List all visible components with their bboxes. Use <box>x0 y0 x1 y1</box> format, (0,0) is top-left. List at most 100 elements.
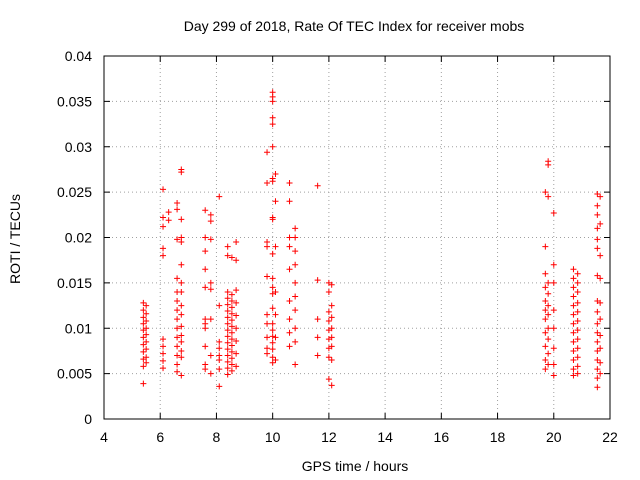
data-point-marker <box>174 343 181 350</box>
data-point-marker <box>594 338 601 345</box>
x-tick-label: 16 <box>434 429 450 445</box>
data-point-marker <box>233 257 240 264</box>
data-point-marker <box>160 252 167 259</box>
data-point-marker <box>550 325 557 332</box>
data-point-marker <box>140 314 147 321</box>
data-point-marker <box>178 288 185 295</box>
data-point-marker <box>224 365 231 372</box>
data-point-marker <box>286 198 293 205</box>
data-point-marker <box>594 211 601 218</box>
data-point-marker <box>542 366 549 373</box>
axis-ticks: 4 6 8 10 12 14 16 18 20 22 0 0.005 0.01 0.015 0.02 0.02… <box>57 48 618 445</box>
data-point-marker <box>228 348 235 355</box>
data-point-marker <box>286 180 293 187</box>
data-point-marker <box>325 354 332 361</box>
data-point-marker <box>224 243 231 250</box>
data-point-marker <box>228 323 235 330</box>
data-point-marker <box>574 288 581 295</box>
data-point-marker <box>594 236 601 243</box>
chart-title: Day 299 of 2018, Rate Of TEC Index for r… <box>184 18 525 34</box>
x-tick-label: 20 <box>546 429 562 445</box>
data-point-marker <box>314 352 321 359</box>
data-point-marker <box>269 178 276 185</box>
data-point-marker <box>174 334 181 341</box>
data-point-marker <box>140 320 147 327</box>
data-point-marker <box>178 239 185 246</box>
data-point-marker <box>140 334 147 341</box>
data-point-marker <box>143 331 150 338</box>
data-point-marker <box>233 363 240 370</box>
data-point-marker <box>165 217 172 224</box>
data-point-marker <box>545 336 552 343</box>
data-point-marker <box>228 329 235 336</box>
data-point-marker <box>292 248 299 255</box>
data-point-marker <box>292 293 299 300</box>
data-point-marker <box>269 121 276 128</box>
data-point-marker <box>143 338 150 345</box>
data-point-marker <box>597 193 604 200</box>
data-point-marker <box>202 266 209 273</box>
x-tick-label: 22 <box>602 429 618 445</box>
data-point-marker <box>292 325 299 332</box>
data-point-marker <box>224 352 231 359</box>
data-point-marker <box>202 248 209 255</box>
data-point-marker <box>224 301 231 308</box>
data-point-marker <box>216 357 223 364</box>
data-point-marker <box>594 272 601 279</box>
data-point-marker <box>207 236 214 243</box>
y-tick-label: 0.035 <box>57 93 92 109</box>
data-point-marker <box>269 114 276 121</box>
data-point-marker <box>207 218 214 225</box>
data-point-marker <box>140 363 147 370</box>
data-point-marker <box>269 320 276 327</box>
data-point-marker <box>542 243 549 250</box>
y-tick-label: 0 <box>84 411 92 427</box>
data-point-marker <box>272 243 279 250</box>
data-point-marker <box>570 338 577 345</box>
data-point-marker <box>314 277 321 284</box>
data-point-marker <box>174 361 181 368</box>
data-point-marker <box>264 273 271 280</box>
data-point-marker <box>269 339 276 346</box>
data-point-marker <box>542 316 549 323</box>
data-point-marker <box>314 316 321 323</box>
data-point-marker <box>174 275 181 282</box>
data-points <box>140 89 604 391</box>
data-point-marker <box>570 320 577 327</box>
data-point-marker <box>570 366 577 373</box>
data-point-marker <box>597 252 604 259</box>
data-point-marker <box>272 170 279 177</box>
data-point-marker <box>228 361 235 368</box>
data-point-marker <box>545 361 552 368</box>
data-point-marker <box>140 299 147 306</box>
data-point-marker <box>224 346 231 353</box>
data-point-marker <box>143 359 150 366</box>
data-point-marker <box>202 343 209 350</box>
data-point-marker <box>202 366 209 373</box>
data-point-marker <box>314 334 321 341</box>
data-point-marker <box>228 310 235 317</box>
plot-frame <box>103 55 611 420</box>
data-point-marker <box>328 382 335 389</box>
data-point-marker <box>570 372 577 379</box>
y-axis-label: ROTI / TECUs <box>7 194 23 284</box>
data-point-marker <box>228 254 235 261</box>
data-point-marker <box>174 298 181 305</box>
data-point-marker <box>542 189 549 196</box>
y-tick-label: 0.005 <box>57 366 92 382</box>
data-point-marker <box>228 298 235 305</box>
data-point-marker <box>597 299 604 306</box>
data-point-marker <box>550 307 557 314</box>
data-point-marker <box>542 329 549 336</box>
data-point-marker <box>550 279 557 286</box>
data-point-marker <box>545 325 552 332</box>
data-point-marker <box>202 284 209 291</box>
data-point-marker <box>550 209 557 216</box>
data-point-marker <box>143 346 150 353</box>
data-point-marker <box>178 332 185 339</box>
data-point-marker <box>594 320 601 327</box>
data-point-marker <box>178 311 185 318</box>
data-point-marker <box>325 376 332 383</box>
data-point-marker <box>269 354 276 361</box>
